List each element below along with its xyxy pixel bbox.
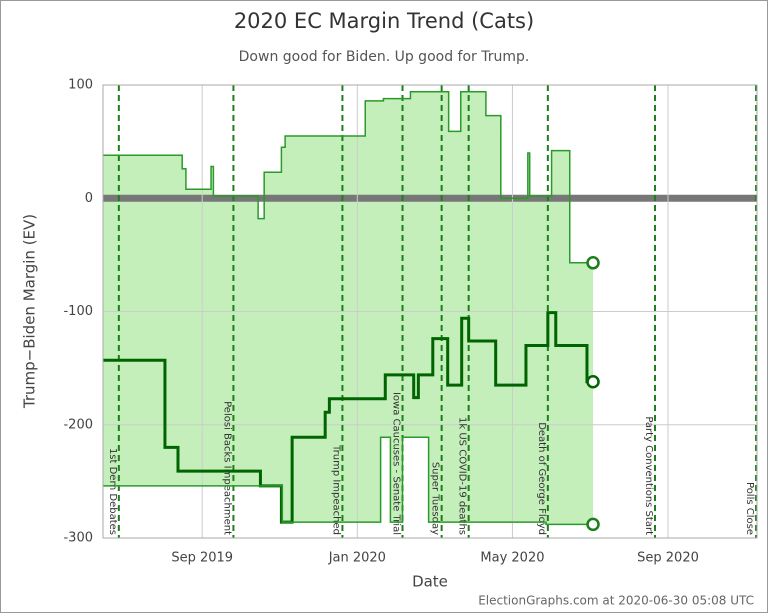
series-line — [103, 91, 594, 264]
event-label: 1k US COVID-19 deaths — [457, 417, 468, 535]
event-label: 1st Dem Debates — [107, 448, 118, 535]
chart-subtitle: Down good for Biden. Up good for Trump. — [239, 49, 530, 65]
x-tick-label: Jan 2020 — [328, 551, 386, 566]
event-label: Super Tuesday — [430, 462, 441, 535]
x-axis-label: Date — [412, 573, 448, 591]
event-label: Death of George Floyd — [536, 422, 547, 535]
plot-border — [102, 84, 758, 539]
event-label: Polls Close — [744, 482, 755, 535]
y-tick-label: 0 — [85, 191, 93, 206]
event-label: Trump Impeached — [330, 444, 341, 535]
x-tick-label: Sep 2020 — [637, 551, 699, 566]
y-tick-label: -200 — [63, 417, 93, 432]
x-tick-label: May 2020 — [480, 551, 544, 566]
series-line — [103, 436, 594, 526]
event-label: Pelosi Backs Impeachment — [221, 401, 232, 535]
footer: ElectionGraphs.com at 2020-06-30 05:08 U… — [478, 594, 754, 608]
x-tick-label: Sep 2019 — [171, 551, 233, 566]
end-marker — [586, 256, 600, 270]
event-label: Iowa Caucuses - Senate Trial — [391, 392, 402, 535]
y-tick-label: 100 — [68, 78, 93, 93]
y-axis-label: Trump−Biden Margin (EV) — [21, 214, 39, 409]
event-label: Party Conventions Start — [643, 416, 654, 535]
y-tick-label: -300 — [63, 531, 93, 546]
y-tick-label: -100 — [63, 304, 93, 319]
end-marker — [586, 374, 600, 389]
end-marker — [586, 517, 600, 532]
chart-title: 2020 EC Margin Trend (Cats) — [234, 9, 534, 33]
